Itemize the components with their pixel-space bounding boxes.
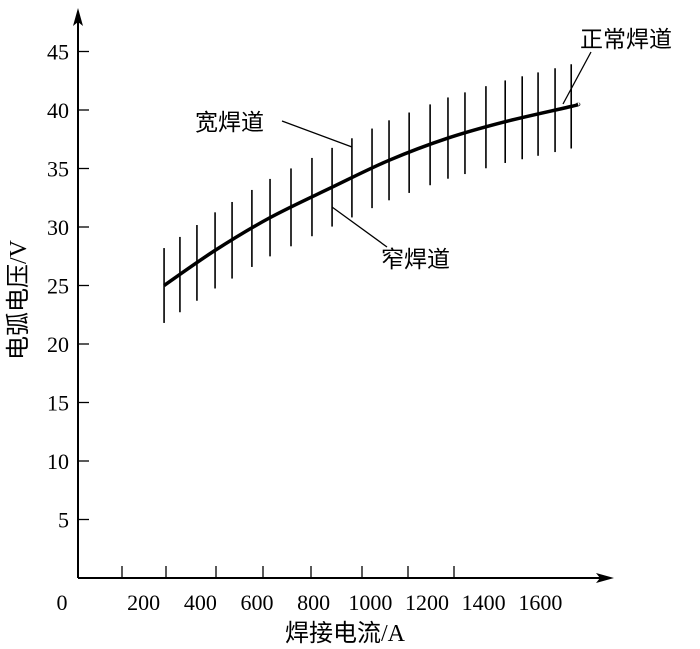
y-axis-label: 电弧电压/V [5, 239, 32, 360]
y-tick-label: 15 [47, 391, 69, 416]
x-tick-label: 1600 [518, 590, 562, 615]
annotations: 宽焊道 窄焊道 正常焊道 [195, 27, 672, 272]
x-axis-arrow [596, 573, 614, 583]
leader-line-normal [562, 51, 592, 105]
y-tick-label: 40 [47, 98, 69, 123]
y-tick-label: 45 [47, 40, 69, 65]
y-tick-label: 5 [58, 508, 69, 533]
y-tick-label: 35 [47, 157, 69, 182]
x-tick-label: 200 [127, 590, 160, 615]
y-tick-label: 25 [47, 274, 69, 299]
x-tick-label: 400 [184, 590, 217, 615]
leader-line-wide [281, 120, 353, 148]
axes [73, 8, 614, 583]
y-tick-label: 30 [47, 215, 69, 240]
normal-bead-curve [163, 102, 581, 287]
annotation-narrow-bead: 窄焊道 [381, 247, 450, 272]
origin-label: 0 [57, 590, 68, 615]
y-tick-label: 10 [47, 449, 69, 474]
annotation-wide-bead: 宽焊道 [195, 110, 264, 135]
x-axis-label: 焊接电流/A [285, 620, 406, 647]
y-tick-label: 20 [47, 332, 69, 357]
y-axis-arrow [73, 8, 83, 26]
x-tick-label: 1400 [462, 590, 506, 615]
annotation-normal-bead: 正常焊道 [580, 27, 672, 52]
x-tick-label: 600 [241, 590, 274, 615]
x-tick-label: 800 [297, 590, 330, 615]
leader-line-narrow [331, 206, 388, 248]
x-tick-label: 1000 [348, 590, 392, 615]
x-tick-label: 1200 [405, 590, 449, 615]
